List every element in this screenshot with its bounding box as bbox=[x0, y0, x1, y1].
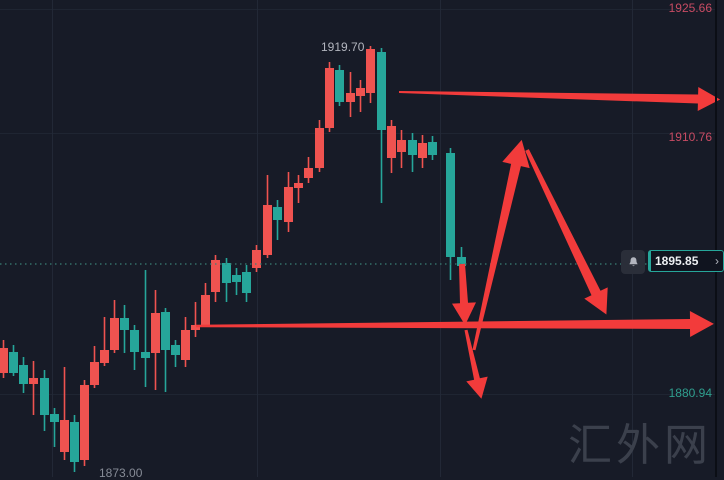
support-trend-arrow bbox=[196, 311, 714, 337]
axis-label-1880: 1880.94 bbox=[668, 386, 712, 400]
current-price-value: 1895.85 bbox=[655, 254, 699, 268]
alert-bell-button[interactable] bbox=[621, 250, 645, 274]
resistance-trend-arrow bbox=[399, 87, 721, 111]
drop-to-support-arrow bbox=[452, 263, 476, 326]
bell-icon bbox=[628, 256, 638, 266]
axis-label-1910: 1910.76 bbox=[668, 130, 712, 144]
fall-back-arrow bbox=[525, 149, 608, 315]
bounce-up-arrow bbox=[472, 139, 530, 351]
site-watermark: 汇外网 bbox=[568, 420, 712, 471]
annotation-arrows bbox=[196, 87, 721, 399]
chevron-right-icon: › bbox=[715, 254, 719, 268]
price-axis-border bbox=[715, 0, 717, 477]
current-price-tag[interactable]: 1895.85 › bbox=[648, 250, 724, 272]
axis-label-1925: 1925.66 bbox=[668, 1, 712, 15]
candles bbox=[0, 46, 466, 472]
chart-low-label: 1873.00 bbox=[99, 466, 143, 480]
break-below-arrow bbox=[464, 329, 488, 399]
chart-high-label: 1919.70 bbox=[321, 40, 365, 54]
